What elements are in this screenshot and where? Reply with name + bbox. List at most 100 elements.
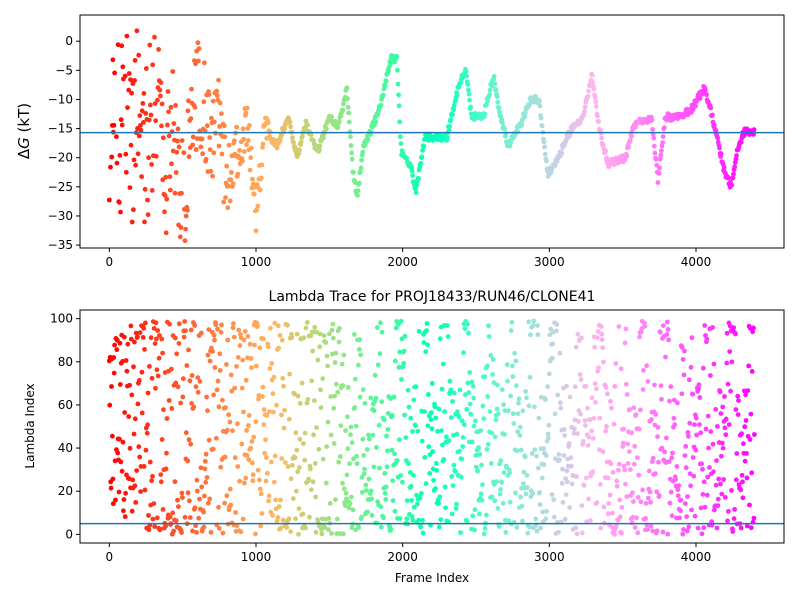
lambda-point (529, 451, 535, 456)
lambda-point (136, 444, 142, 450)
lambda-point (547, 332, 553, 338)
lambda-point (344, 472, 350, 478)
dg-point (341, 101, 346, 107)
lambda-point (205, 352, 211, 358)
lambda-point (345, 414, 350, 420)
lambda-point (356, 347, 362, 352)
lambda-point (107, 402, 113, 408)
lambda-point (605, 511, 611, 517)
lambda-point (472, 507, 478, 513)
dg-point (126, 87, 132, 93)
lambda-point (479, 462, 484, 468)
lambda-point (410, 517, 416, 523)
lambda-point (204, 475, 210, 480)
lambda-point (378, 504, 384, 510)
lambda-point (424, 321, 430, 326)
lambda-point (694, 432, 700, 438)
dg-point (202, 60, 207, 66)
lambda-point (390, 478, 396, 484)
lambda-point (145, 422, 151, 428)
lambda-point (318, 405, 324, 411)
dg-point (552, 163, 558, 168)
lambda-point (347, 501, 353, 507)
lambda-point (409, 514, 415, 519)
dg-point (656, 171, 662, 176)
lambda-point (286, 416, 292, 422)
lambda-point (323, 480, 329, 486)
lambda-point (275, 323, 281, 329)
dg-point (703, 87, 708, 93)
lambda-point (378, 524, 384, 530)
lambda-point (684, 514, 689, 519)
lambda-point (593, 399, 598, 405)
lambda-point (498, 458, 504, 463)
lambda-point (512, 350, 517, 356)
dg-point (352, 180, 358, 186)
lambda-point (627, 407, 633, 412)
lambda-point (176, 341, 182, 346)
lambda-point (523, 389, 528, 394)
lambda-point (664, 435, 669, 441)
lambda-point (392, 358, 398, 364)
lambda-point (600, 345, 605, 351)
lambda-point (533, 516, 539, 522)
lambda-point (731, 325, 737, 330)
lambda-point (489, 494, 495, 500)
lambda-point (573, 525, 579, 531)
lambda-point (700, 365, 706, 371)
lambda-point (158, 472, 164, 477)
lambda-point (623, 381, 629, 387)
lambda-point (641, 367, 646, 373)
lambda-point (193, 384, 199, 390)
lambda-point (451, 390, 457, 396)
lambda-point (565, 479, 570, 485)
lambda-point (746, 363, 752, 369)
lambda-point (495, 382, 500, 388)
lambda-point (402, 333, 408, 339)
lambda-point (234, 364, 239, 369)
lambda-point (271, 374, 277, 380)
dg-point (152, 34, 157, 40)
lambda-point (744, 523, 750, 529)
lambda-point (681, 527, 686, 532)
lambda-point (609, 524, 615, 530)
dg-point (704, 92, 709, 98)
dg-point (226, 142, 232, 148)
dg-point (730, 175, 736, 181)
lambda-point (308, 487, 314, 493)
lambda-point (327, 501, 333, 506)
lambda-point (644, 363, 649, 369)
lambda-point (331, 405, 337, 411)
lambda-point (250, 478, 256, 484)
lambda-point (613, 524, 619, 529)
dg-point (254, 207, 259, 213)
lambda-point (120, 359, 125, 364)
dg-point (466, 91, 472, 97)
dg-point (297, 147, 302, 153)
lambda-point (497, 491, 503, 497)
lambda-point (612, 384, 618, 389)
lambda-point (175, 384, 181, 390)
lambda-point (741, 388, 747, 394)
lambda-point (748, 411, 754, 417)
lambda-point (736, 482, 742, 487)
lambda-point (711, 361, 717, 367)
lambda-point (356, 362, 361, 368)
lambda-point (297, 465, 302, 470)
lambda-point (592, 344, 598, 350)
lambda-point (260, 384, 266, 390)
lambda-point (202, 458, 208, 464)
lambda-point (748, 525, 754, 531)
lambda-point (368, 488, 374, 494)
dg-point (282, 126, 288, 132)
dg-point (290, 135, 295, 141)
dg-point (179, 190, 184, 196)
lambda-point (526, 403, 532, 409)
lambda-point (392, 451, 397, 457)
lambda-point (173, 380, 179, 386)
lambda-point (385, 448, 390, 454)
dg-point (658, 152, 664, 158)
lambda-point (379, 329, 385, 335)
lambda-point (682, 501, 688, 506)
lambda-point (643, 501, 649, 506)
